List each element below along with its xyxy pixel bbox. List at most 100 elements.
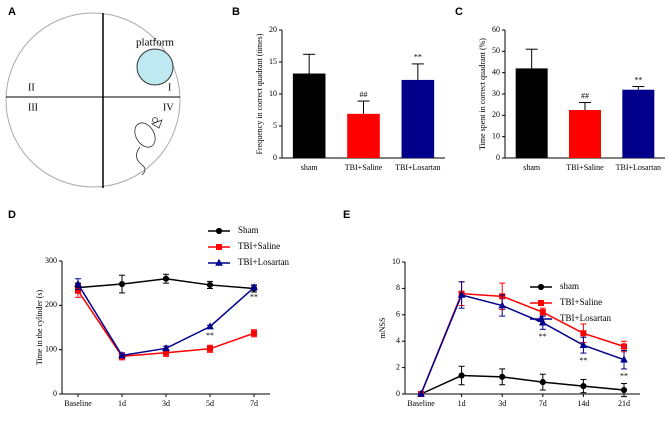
point xyxy=(539,379,546,386)
x-tick-label: sham xyxy=(523,163,541,172)
y-axis-label: Time in the cylinder (s) xyxy=(35,290,44,366)
point xyxy=(580,382,587,390)
quadrant-label: III xyxy=(28,102,38,113)
annotation: ** xyxy=(206,331,214,340)
point xyxy=(118,351,126,359)
point xyxy=(118,280,126,288)
y-tick-label: 0 xyxy=(273,153,277,162)
x-tick-label: TBI+Saline xyxy=(566,163,604,172)
x-tick-label: Baseline xyxy=(407,399,435,408)
point xyxy=(457,290,466,298)
y-tick-label: 20 xyxy=(492,110,500,119)
y-axis-label: mNSS xyxy=(378,318,387,339)
y-tick-label: 15 xyxy=(269,57,277,66)
point xyxy=(580,330,587,337)
x-tick-label: 1d xyxy=(118,399,126,408)
annotation: ** xyxy=(579,356,587,365)
y-tick-label: 20 xyxy=(269,25,277,34)
legend-marker xyxy=(215,227,223,235)
bar xyxy=(515,68,548,158)
panel-label: C xyxy=(455,6,463,18)
legend-label: TBI+Losartan xyxy=(238,257,290,267)
y-tick-label: 10 xyxy=(492,131,500,140)
platform xyxy=(136,48,174,86)
point xyxy=(538,318,547,326)
y-tick-label: 10 xyxy=(269,89,277,98)
series-line xyxy=(420,294,625,395)
quadrant-label: I xyxy=(168,82,171,93)
y-tick-label: 200 xyxy=(45,300,57,309)
point xyxy=(539,309,546,316)
y-axis-label: Time spent in correct quadrant (%) xyxy=(478,38,487,150)
platform-label: platform xyxy=(136,37,174,49)
point xyxy=(74,279,82,287)
x-tick-label: 3d xyxy=(162,399,170,408)
y-tick-label: 0 xyxy=(53,389,57,398)
annotation: ## xyxy=(360,90,368,99)
point xyxy=(251,330,257,337)
y-tick-label: 10 xyxy=(392,257,400,266)
quadrant-label: IV xyxy=(163,102,174,113)
point xyxy=(620,355,628,363)
legend-label: TBI+Saline xyxy=(560,297,602,307)
legend-marker xyxy=(215,258,223,266)
annotation: ** xyxy=(620,372,628,381)
x-tick-label: 7d xyxy=(539,399,547,408)
point xyxy=(162,275,170,282)
point xyxy=(458,372,465,379)
x-tick-label: 7d xyxy=(250,399,258,408)
y-tick-label: 0 xyxy=(396,389,400,398)
annotation: ** xyxy=(539,332,547,341)
legend-label: sham xyxy=(560,281,579,291)
point xyxy=(250,283,258,291)
annotation: ## xyxy=(581,91,589,100)
y-tick-label: 8 xyxy=(396,283,400,292)
y-axis-label: Frequency in correct quadrant (times) xyxy=(255,33,264,154)
y-tick-label: 60 xyxy=(492,25,500,34)
x-tick-label: 21d xyxy=(618,399,630,408)
y-tick-label: 100 xyxy=(45,344,57,353)
legend-marker xyxy=(538,300,544,306)
quadrant-label: II xyxy=(28,82,35,93)
point xyxy=(620,386,628,394)
x-tick-label: Baseline xyxy=(64,399,92,408)
x-tick-label: 1d xyxy=(458,399,466,408)
bar xyxy=(569,110,601,158)
point xyxy=(498,301,507,309)
x-tick-label: 5d xyxy=(206,399,214,408)
y-tick-label: 0 xyxy=(496,153,500,162)
panel-label: A xyxy=(8,6,16,18)
point xyxy=(207,345,213,352)
legend-marker xyxy=(537,283,545,291)
legend-marker xyxy=(216,244,222,250)
x-tick-label: TBI+Saline xyxy=(345,163,383,172)
x-tick-label: 3d xyxy=(498,399,506,408)
pool xyxy=(5,12,181,188)
point xyxy=(579,340,588,348)
y-tick-label: 30 xyxy=(492,89,500,98)
annotation: ** xyxy=(414,53,422,62)
x-tick-label: sham xyxy=(301,163,319,172)
mouse-icon xyxy=(134,117,163,176)
y-tick-label: 40 xyxy=(492,67,500,76)
point xyxy=(206,281,214,289)
point xyxy=(621,343,627,350)
bar xyxy=(401,79,435,158)
legend-label: Sham xyxy=(238,225,259,235)
legend-label: TBI+Losartan xyxy=(560,313,612,323)
bar xyxy=(622,89,655,158)
legend-label: TBI+Saline xyxy=(238,241,280,251)
point xyxy=(499,373,506,380)
point xyxy=(162,344,170,352)
panel-label: D xyxy=(8,209,16,221)
y-tick-label: 4 xyxy=(396,336,400,345)
y-tick-label: 5 xyxy=(273,121,277,130)
x-tick-label: TBI+Losartan xyxy=(616,163,661,172)
annotation: ** xyxy=(250,293,258,302)
legend-marker xyxy=(537,314,545,322)
panel-label: B xyxy=(232,6,240,18)
y-tick-label: 50 xyxy=(492,46,500,55)
bar xyxy=(292,73,326,158)
y-tick-label: 2 xyxy=(396,362,400,371)
panel-label: E xyxy=(343,209,350,221)
